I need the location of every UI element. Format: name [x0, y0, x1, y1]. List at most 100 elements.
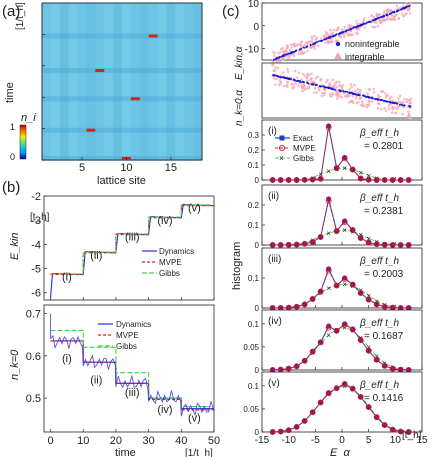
c-nonintegrable-point	[323, 86, 326, 89]
c-integrable-point	[293, 44, 297, 48]
c-integrable-point	[306, 74, 309, 78]
c-integrable-point	[355, 31, 358, 35]
c-integrable-point	[382, 10, 386, 14]
c-mvpe-marker	[317, 234, 324, 240]
c-nonintegrable-point	[407, 5, 410, 8]
c-integrable-point	[367, 100, 371, 103]
c-hist-y-label: histogram	[231, 242, 243, 290]
b-bottom-legend-gibbs: Gibbs	[116, 342, 137, 351]
c-integrable-point	[392, 17, 396, 21]
c-gibbs-line	[272, 283, 409, 309]
c-hist-y-tick-label: 0.05	[243, 405, 259, 414]
c-mvpe-marker	[357, 290, 364, 296]
c-nonintegrable-point	[358, 94, 361, 97]
c-mvpe-marker	[309, 239, 316, 245]
c-nonintegrable-point	[333, 88, 336, 91]
c-x-tick-label: 0	[339, 435, 345, 446]
c-gibbs-marker: ×	[342, 280, 347, 289]
c-mvpe-line	[272, 200, 409, 246]
c-integrable-point	[409, 97, 413, 101]
c-mvpe-marker	[285, 177, 292, 183]
c-gibbs-marker: ×	[342, 226, 347, 235]
c-exact-marker	[318, 234, 324, 240]
c-mvpe-marker	[349, 166, 356, 173]
c-integrable-point	[334, 82, 337, 85]
c-integrable-point	[278, 59, 282, 63]
c-mvpe-marker	[325, 267, 332, 274]
c-integrable-point	[348, 101, 351, 104]
b-annotation: (ii)	[90, 374, 102, 386]
c-nonintegrable-point	[322, 85, 325, 88]
c-integrable-point	[344, 94, 347, 98]
heatmap-column	[122, 3, 131, 160]
c-mvpe-marker	[405, 429, 412, 435]
c-integrable-point	[358, 90, 362, 94]
c-nonintegrable-point	[348, 91, 351, 94]
c-hist-label: (iv)	[268, 316, 282, 327]
c-mvpe-marker	[317, 175, 324, 182]
c-integrable-point	[372, 26, 376, 29]
c-integrable-point	[282, 58, 285, 61]
c-integrable-point	[354, 89, 357, 93]
c-hist-panel-2: 00.1××××××××××××××××××(iii)β_eff t_h= 0.…	[248, 247, 423, 313]
c-top-legend: nonintegrable integrable	[334, 39, 400, 62]
c-hist-label: (i)	[268, 126, 277, 137]
c-integrable-point	[274, 66, 277, 69]
c-mvpe-marker	[397, 242, 404, 248]
c-nonintegrable-point	[371, 97, 374, 100]
c-integrable-point	[330, 95, 333, 98]
c-nonintegrable-point	[274, 58, 277, 60]
c-nonintegrable-point	[321, 85, 323, 88]
c-nonintegrable-point	[340, 31, 342, 34]
c-integrable-point	[347, 23, 350, 27]
c-gibbs-marker: ×	[326, 331, 331, 340]
heatmap-band	[42, 127, 202, 133]
c-integrable-point	[338, 34, 341, 38]
c-legend-gibbs: Gibbs	[293, 154, 314, 163]
c-integrable-point	[293, 69, 297, 73]
c-nonintegrable-point	[321, 39, 324, 42]
c-integrable-point	[387, 107, 391, 110]
c-top-y-label: E_kin,α	[234, 46, 245, 80]
c-nonintegrable-point	[399, 8, 402, 11]
c-integrable-point	[331, 31, 334, 34]
c-integrable-point	[375, 12, 379, 16]
c-integrable-point	[402, 14, 405, 18]
c-mvpe-marker	[333, 165, 340, 171]
c-mvpe-marker	[301, 176, 308, 183]
c-nonintegrable-point	[275, 74, 278, 77]
c-nonintegrable-point	[389, 101, 391, 104]
b-top-y-unit: [t_h]	[30, 212, 50, 223]
c-nonintegrable-point	[371, 19, 374, 22]
b-bottom-frame	[43, 304, 215, 433]
b-bottom-legend-dynamics: Dynamics	[116, 320, 151, 329]
c-integrable-point	[351, 99, 354, 103]
c-integrable-point	[282, 84, 286, 88]
b-x-tick-label: 40	[175, 435, 187, 447]
c-integrable-point	[373, 21, 377, 24]
c-nonintegrable-point	[393, 101, 395, 104]
c-integrable-point	[408, 12, 412, 15]
c-exact-marker	[382, 177, 388, 183]
c-nonintegrable-point	[301, 80, 304, 83]
c-mvpe-marker	[309, 348, 316, 355]
c-exact-marker	[326, 196, 332, 202]
c-integrable-point	[408, 99, 411, 103]
c-nonintegrable-point	[396, 9, 399, 12]
c-integrable-point	[329, 92, 332, 95]
c-hist-y-tick-label: 0.3	[248, 131, 260, 140]
c-mvpe-marker	[389, 426, 396, 433]
c-nonintegrable-point	[315, 83, 318, 86]
b-top-y-label: E_kin	[9, 232, 21, 260]
c-x-tick-label: -5	[311, 435, 320, 446]
c-integrable-point	[394, 13, 398, 17]
c-gibbs-marker: ×	[374, 352, 379, 361]
b-x-tick-label: 10	[77, 435, 89, 447]
c-mvpe-line	[272, 384, 409, 433]
c-nonintegrable-point	[330, 87, 333, 90]
c-integrable-point	[372, 91, 376, 94]
c-mvpe-marker	[349, 227, 356, 233]
c-hist-beta-label: β_eff t_h	[359, 193, 400, 204]
b-series-dynamics-fluctuation	[50, 313, 214, 417]
c-mvpe-marker	[277, 428, 284, 435]
